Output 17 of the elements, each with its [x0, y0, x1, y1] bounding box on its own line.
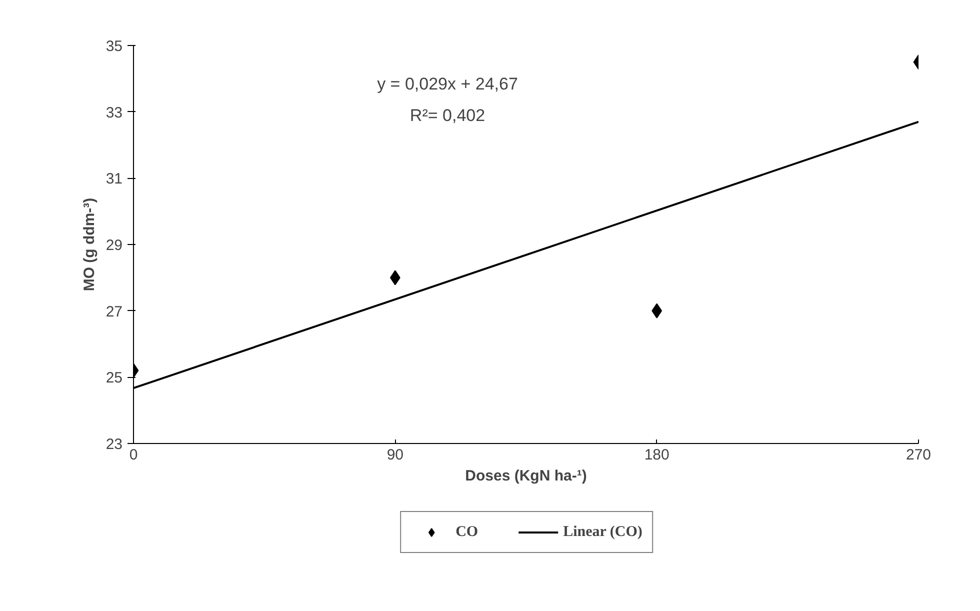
x-tick-label: 270 [906, 446, 932, 464]
annotation: y = 0,029x + 24,67 [377, 74, 518, 94]
x-axis-title: Doses (KgN ha-¹) [465, 468, 587, 484]
y-tick-label: 35 [106, 38, 123, 55]
y-tick-label: 23 [106, 436, 123, 453]
x-tick-label: 180 [644, 446, 670, 464]
legend-label: CO [456, 524, 478, 540]
y-tick-label: 31 [106, 170, 123, 188]
y-tick-label: 29 [106, 237, 123, 254]
y-tick-label: 33 [106, 104, 123, 122]
x-tick-label: 0 [129, 446, 138, 464]
legend-label: Linear (CO) [563, 524, 642, 540]
x-tick-label: 90 [386, 446, 404, 464]
y-tick-label: 25 [106, 370, 123, 387]
y-tick-label: 27 [106, 303, 123, 320]
y-axis-title: MO (g ddm-³) [80, 198, 98, 292]
annotation: R²= 0,402 [410, 106, 486, 126]
